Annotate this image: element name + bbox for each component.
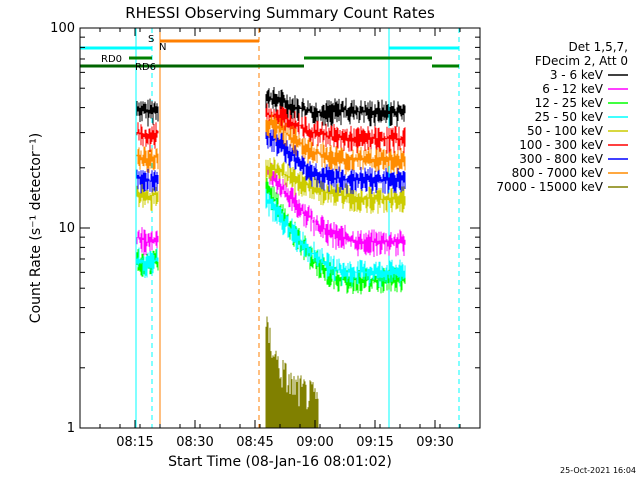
timestamp: 25-Oct-2021 16:04 — [560, 466, 636, 475]
x-tick-labels: 08:15 08:30 08:45 09:00 09:15 09:30 — [116, 435, 453, 450]
y-tick-label: 1 — [67, 421, 75, 436]
legend-label: 25 - 50 keV — [535, 110, 604, 124]
legend-label: 800 - 7000 keV — [512, 166, 604, 180]
x-axis-label: Start Time (08-Jan-16 08:01:02) — [168, 454, 392, 470]
series-line — [265, 316, 319, 428]
y-axis-label: Count Rate (s⁻¹ detector⁻¹) — [28, 133, 44, 323]
plot-frame — [79, 27, 481, 429]
legend-header-line: Det 1,5,7, — [569, 40, 629, 54]
axes — [79, 27, 481, 429]
y-tick-labels: 1 10 100 — [50, 21, 75, 436]
series-line — [136, 122, 159, 152]
x-tick-label: 08:15 — [116, 435, 153, 450]
series-line — [265, 124, 406, 195]
series-trace — [136, 112, 406, 175]
series-line — [136, 247, 159, 278]
y-tick-label: 10 — [58, 221, 75, 236]
series-line — [136, 146, 159, 173]
legend-label: 6 - 12 keV — [542, 82, 604, 96]
series-line — [136, 98, 159, 127]
legend-label: 100 - 300 keV — [519, 138, 603, 152]
series-line — [265, 188, 406, 288]
plot-area: RD0 RD6 SN — [80, 28, 460, 428]
legend-header-line: FDecim 2, Att 0 — [535, 54, 628, 68]
x-tick-label: 09:15 — [356, 435, 393, 450]
flag-label-rd6: RD6 — [135, 62, 156, 73]
legend-label: 300 - 800 keV — [519, 152, 603, 166]
legend-label: 12 - 25 keV — [535, 96, 604, 110]
flag-label-rd0: RD0 — [101, 54, 122, 65]
flag-label-night: N — [159, 42, 166, 53]
series-line — [265, 87, 406, 127]
x-tick-label: 08:45 — [236, 435, 273, 450]
series-trace — [265, 316, 319, 428]
series-trace — [136, 124, 406, 195]
series-line — [136, 168, 159, 194]
series-trace — [136, 188, 406, 288]
series-line — [265, 157, 406, 214]
x-tick-label: 09:00 — [296, 435, 333, 450]
x-tick-label: 08:30 — [176, 435, 213, 450]
x-tick-label: 09:30 — [416, 435, 453, 450]
chart-title: RHESSI Observing Summary Count Rates — [125, 4, 435, 22]
flag-label-saa: S — [148, 34, 154, 45]
series-line — [265, 112, 406, 175]
legend-label: 3 - 6 keV — [550, 68, 604, 82]
series-line — [265, 103, 406, 154]
y-tick-label: 100 — [50, 21, 75, 36]
series-trace — [136, 87, 406, 127]
series-line — [136, 227, 159, 256]
legend-label: 50 - 100 keV — [527, 124, 604, 138]
legend-label: 7000 - 15000 keV — [496, 180, 603, 194]
series-trace — [136, 103, 406, 154]
